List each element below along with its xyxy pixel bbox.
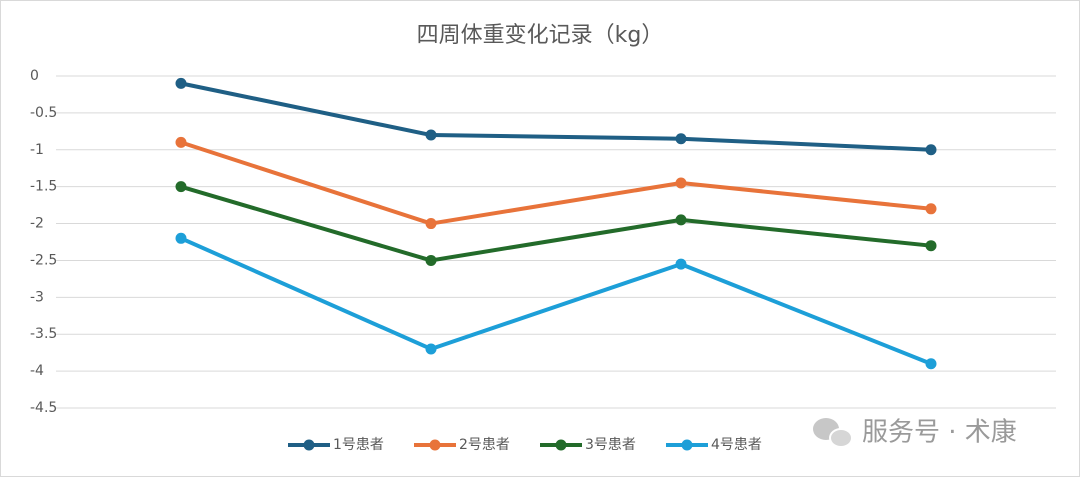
y-tick-label: -2.5 xyxy=(30,252,57,268)
series-line xyxy=(180,236,932,366)
y-tick-label: 0 xyxy=(30,68,39,84)
point xyxy=(925,203,937,215)
point xyxy=(675,177,687,189)
point xyxy=(175,232,187,244)
legend-label: 4号患者 xyxy=(711,437,762,453)
point xyxy=(675,133,687,145)
point xyxy=(425,254,437,266)
point xyxy=(175,136,187,148)
y-tick-label: -3 xyxy=(30,289,44,305)
series-line xyxy=(180,140,932,226)
point xyxy=(425,343,437,355)
chart-title: 四周体重变化记录（kg） xyxy=(417,23,664,48)
legend-label: 3号患者 xyxy=(585,437,636,453)
legend-marker xyxy=(429,439,441,451)
point xyxy=(925,240,937,252)
legend-label: 1号患者 xyxy=(333,437,384,453)
y-tick-label: -0.5 xyxy=(30,105,57,121)
legend-marker xyxy=(681,439,693,451)
y-tick-label: -4.5 xyxy=(30,400,57,416)
point xyxy=(175,77,187,89)
point xyxy=(175,181,187,193)
point xyxy=(925,144,937,156)
point xyxy=(925,358,937,370)
point xyxy=(675,214,687,226)
watermark-icon xyxy=(813,418,853,448)
y-tick-label: -2 xyxy=(30,216,44,232)
point xyxy=(425,129,437,141)
y-tick-label: -1 xyxy=(30,142,44,158)
series-line xyxy=(180,184,932,263)
y-tick-label: -3.5 xyxy=(30,326,57,342)
series-line xyxy=(180,81,932,152)
legend-label: 2号患者 xyxy=(459,437,510,453)
y-tick-label: -4 xyxy=(30,363,44,379)
y-tick-label: -1.5 xyxy=(30,179,57,195)
point xyxy=(425,218,437,230)
watermark: 服务号 · 术康 xyxy=(862,418,1017,448)
legend-marker xyxy=(555,439,567,451)
legend-marker xyxy=(303,439,315,451)
point xyxy=(675,258,687,270)
